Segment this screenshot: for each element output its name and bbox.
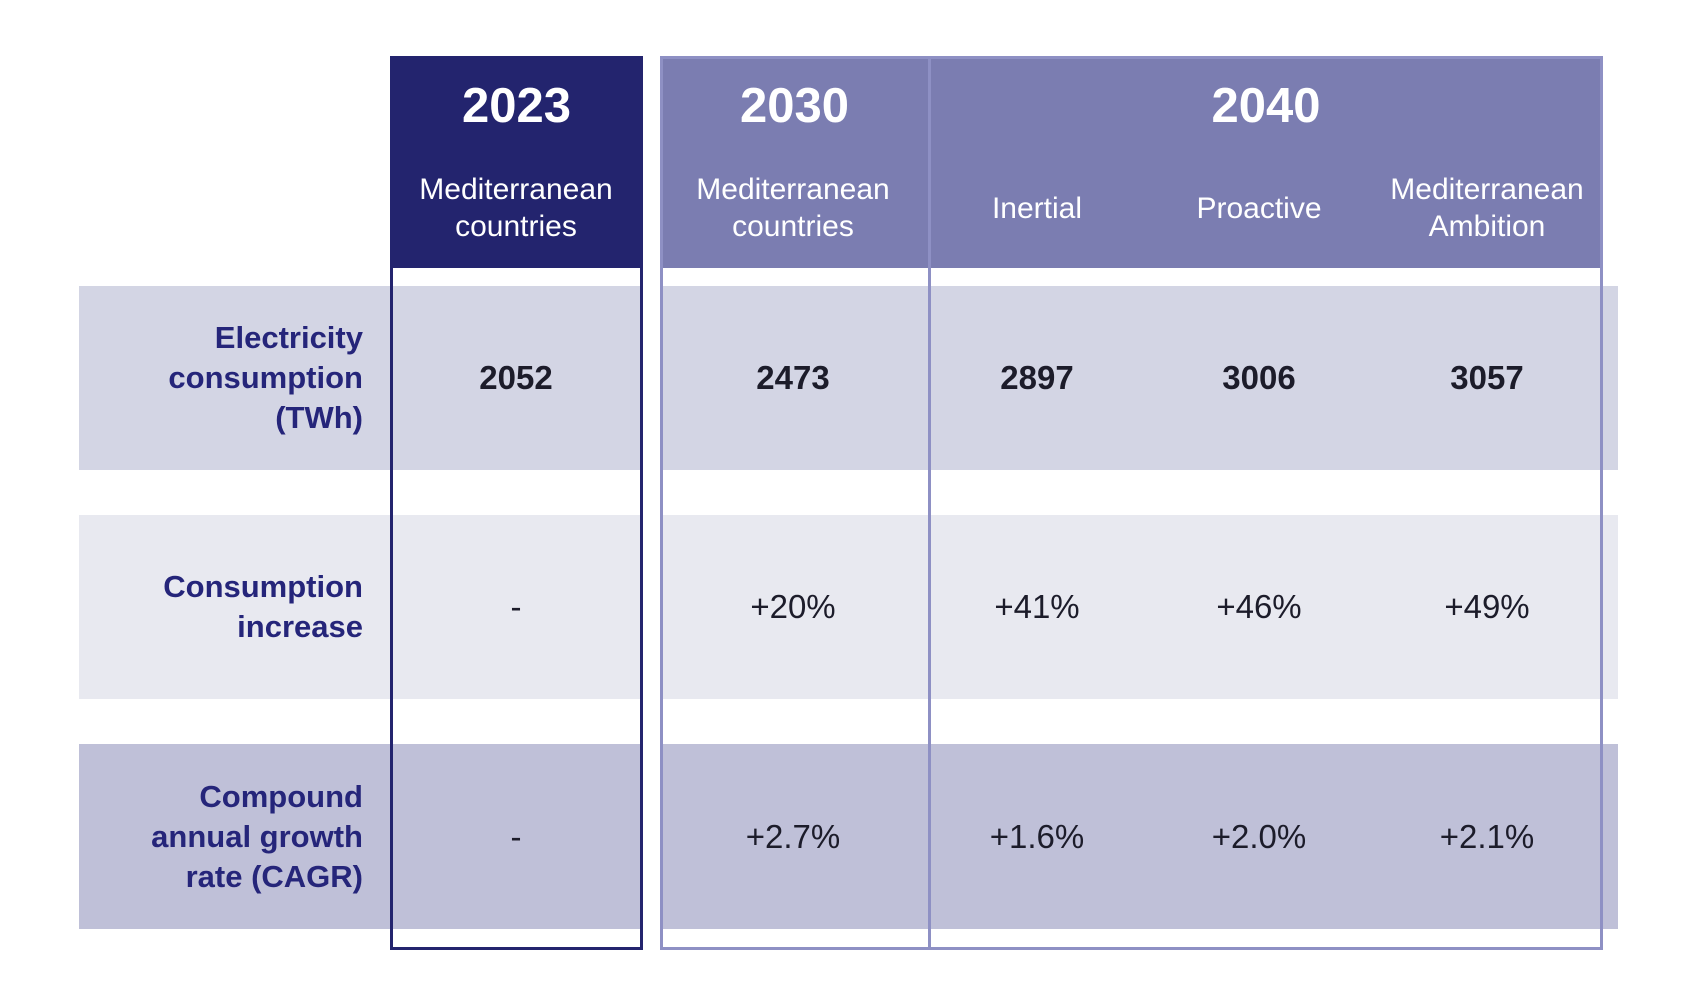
cell: - xyxy=(510,588,522,625)
row-band xyxy=(79,286,1618,470)
box-2023 xyxy=(390,56,643,950)
column-header: Inertial xyxy=(991,191,1083,225)
header-other xyxy=(660,56,1603,268)
row-label: Consumption increase xyxy=(163,569,363,644)
cell: +2.7% xyxy=(745,817,841,855)
cell: 3057 xyxy=(1450,359,1524,396)
cell: +49% xyxy=(1444,588,1530,625)
row-band xyxy=(79,744,1618,929)
gap xyxy=(643,744,660,929)
year: 2023 xyxy=(461,79,571,133)
cell: 3006 xyxy=(1222,359,1296,396)
cell: +2.1% xyxy=(1439,817,1535,855)
divider xyxy=(928,56,931,950)
column-header: Proactive xyxy=(1196,191,1322,225)
column-header: Mediterranean Ambition xyxy=(1390,173,1584,243)
year: 2030 xyxy=(739,79,849,133)
cell: 2473 xyxy=(756,359,830,396)
header-2023 xyxy=(390,56,643,268)
cell: +41% xyxy=(994,588,1080,625)
row-label: Compound annual growth rate (CAGR) xyxy=(151,778,363,894)
cell: 2897 xyxy=(1000,359,1074,396)
column-header: Mediterranean countries xyxy=(696,173,890,243)
gap xyxy=(643,515,660,699)
year: 2040 xyxy=(1211,79,1321,133)
row-label: Electricity consumption (TWh) xyxy=(168,320,363,435)
cell: - xyxy=(510,817,522,855)
row-band xyxy=(79,515,1618,699)
gap xyxy=(643,286,660,470)
cell: 2052 xyxy=(479,359,553,396)
cell: +46% xyxy=(1216,588,1302,625)
cell: +1.6% xyxy=(989,817,1085,855)
cell: +2.0% xyxy=(1211,817,1307,855)
box-other xyxy=(660,56,1603,950)
column-header: Mediterranean countries xyxy=(419,173,613,243)
cell: +20% xyxy=(750,588,836,625)
